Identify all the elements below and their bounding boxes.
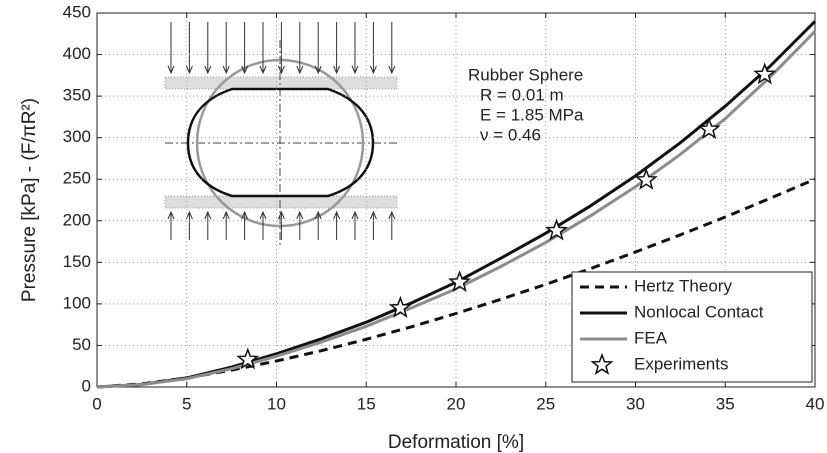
y-tick-label: 400 <box>63 44 91 63</box>
arrow <box>351 210 359 240</box>
arrow <box>222 210 230 240</box>
arrow <box>351 22 359 75</box>
y-tick-label: 250 <box>63 169 91 188</box>
arrow <box>277 22 285 75</box>
arrow <box>185 22 193 75</box>
x-tick-label: 10 <box>267 394 286 413</box>
experiment-marker <box>388 295 412 318</box>
x-tick-label: 25 <box>536 394 555 413</box>
arrow <box>167 22 175 75</box>
annotation: E = 1.85 MPa <box>480 105 584 124</box>
y-tick-label: 450 <box>63 2 91 21</box>
legend-label: FEA <box>634 328 668 347</box>
arrow <box>222 22 230 75</box>
arrow <box>314 22 322 75</box>
arrow <box>296 22 304 75</box>
legend-label: Hertz Theory <box>634 276 732 295</box>
annotation: R = 0.01 m <box>480 85 564 104</box>
legend-box <box>571 271 813 383</box>
legend-marker <box>590 352 614 375</box>
y-tick-label: 50 <box>72 335 91 354</box>
plot-frame <box>96 12 816 388</box>
x-tick-label: 0 <box>92 394 101 413</box>
x-axis-label: Deformation [%] <box>388 432 524 453</box>
x-tick-label: 15 <box>357 394 376 413</box>
x-tick-label: 30 <box>626 394 645 413</box>
annotation: Rubber Sphere <box>468 65 583 84</box>
y-tick-label: 150 <box>63 252 91 271</box>
arrow <box>204 210 212 240</box>
x-tick-label: 5 <box>182 394 191 413</box>
x-tick-label: 20 <box>447 394 466 413</box>
experiment-marker <box>697 117 721 140</box>
arrow <box>241 210 249 240</box>
arrow <box>314 210 322 240</box>
arrow <box>167 210 175 240</box>
arrow <box>259 210 267 240</box>
experiment-marker <box>634 167 658 190</box>
inset-diagram <box>164 22 398 245</box>
arrow <box>333 22 341 75</box>
arrow <box>204 22 212 75</box>
y-tick-label: 300 <box>63 127 91 146</box>
arrow <box>369 22 377 75</box>
arrow <box>388 22 396 75</box>
legend-label: Experiments <box>634 354 728 373</box>
arrow <box>241 22 249 75</box>
y-tick-label: 100 <box>63 293 91 312</box>
arrow <box>185 210 193 240</box>
legend-label: Nonlocal Contact <box>634 302 764 321</box>
arrow <box>333 210 341 240</box>
experiment-marker <box>544 218 569 241</box>
experiment-marker <box>448 270 472 293</box>
experiment-marker <box>753 62 777 85</box>
annotation: ν = 0.46 <box>480 125 541 144</box>
y-axis-label: Pressure [kPa] - (F/πR²) <box>19 98 40 302</box>
x-tick-label: 35 <box>716 394 735 413</box>
y-tick-label: 200 <box>63 210 91 229</box>
arrow <box>388 210 396 240</box>
experiment-marker <box>236 347 260 370</box>
y-tick-label: 0 <box>82 376 91 395</box>
arrow <box>369 210 377 240</box>
arrow <box>296 210 304 240</box>
x-tick-label: 40 <box>806 394 825 413</box>
y-tick-label: 350 <box>63 86 91 105</box>
arrow <box>277 210 285 240</box>
arrow <box>259 22 267 75</box>
